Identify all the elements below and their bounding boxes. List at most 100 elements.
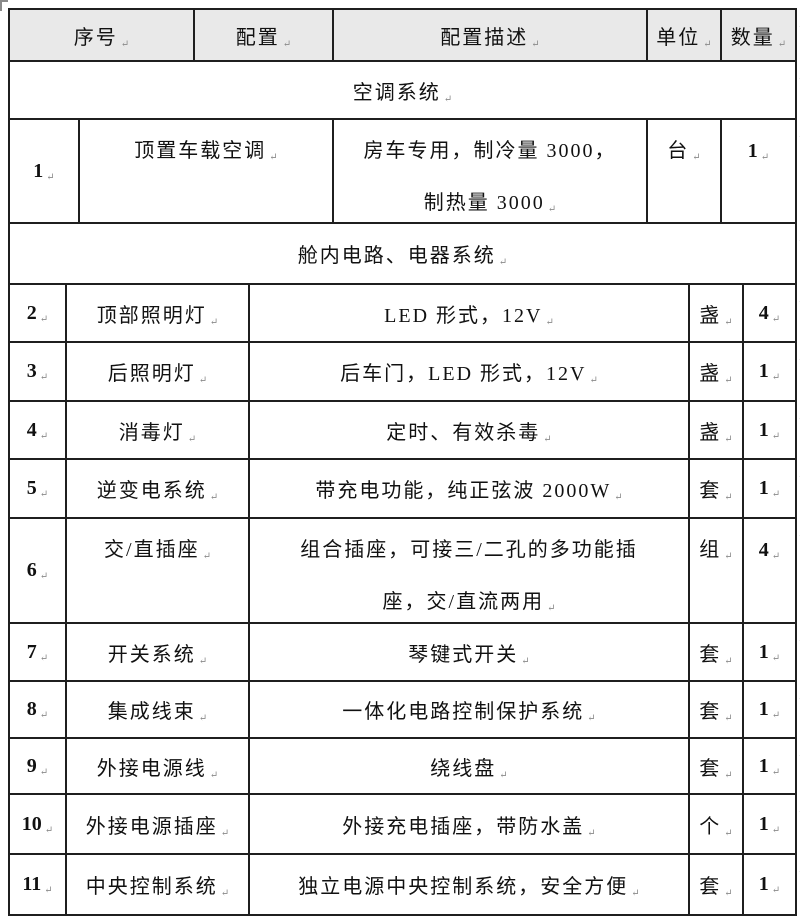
cell-desc: 外接充电插座，带防水盖 <box>250 795 690 853</box>
item-qty: 4 <box>759 302 780 325</box>
cell-desc: 绕线盘 <box>250 739 690 793</box>
item-unit: 盏 <box>699 357 732 386</box>
item-qty: 1 <box>759 873 780 896</box>
cell-unit: 组 <box>690 519 744 622</box>
section-title-cell: 空调系统 <box>10 62 795 118</box>
cell-no: 5 <box>10 460 67 517</box>
table-row: 3 后照明灯 后车门，LED 形式，12V 盏 1 <box>10 343 795 402</box>
cell-unit: 盏 <box>690 343 744 400</box>
cell-unit: 套 <box>690 739 744 793</box>
cell-name: 顶置车载空调 <box>80 120 334 222</box>
item-unit: 套 <box>699 695 732 724</box>
cell-name: 顶部照明灯 <box>67 285 250 341</box>
item-desc: 一体化电路控制保护系统 <box>342 695 595 724</box>
item-unit: 套 <box>699 752 732 781</box>
item-unit: 盏 <box>699 299 732 328</box>
cell-no: 7 <box>10 624 67 680</box>
cell-name: 后照明灯 <box>67 343 250 400</box>
cell-desc: 琴键式开关 <box>250 624 690 680</box>
item-no: 7 <box>27 641 48 664</box>
item-no: 10 <box>22 813 53 836</box>
table-anchor-mark-icon <box>0 0 8 11</box>
cell-desc: 一体化电路控制保护系统 <box>250 682 690 737</box>
item-name: 外接电源线 <box>97 752 218 781</box>
item-desc: 外接充电插座，带防水盖 <box>342 810 595 839</box>
cell-desc: 定时、有效杀毒 <box>250 402 690 458</box>
cell-no: 10 <box>10 795 67 853</box>
table-row: 1 顶置车载空调 房车专用，制冷量 3000， 制热量 3000 台 1 <box>10 120 795 224</box>
cell-no: 6 <box>10 519 67 622</box>
item-no: 3 <box>27 360 48 383</box>
cell-desc: 带充电功能，纯正弦波 2000W <box>250 460 690 517</box>
item-name: 集成线束 <box>108 695 207 724</box>
item-name: 消毒灯 <box>119 416 196 445</box>
item-qty: 1 <box>759 755 780 778</box>
item-no: 5 <box>27 477 48 500</box>
cell-no: 1 <box>10 120 80 222</box>
cell-qty: 1 <box>744 402 795 458</box>
table-row: 10 外接电源插座 外接充电插座，带防水盖 个 1 <box>10 795 795 855</box>
item-qty: 1 <box>759 477 780 500</box>
section-title: 空调系统 <box>353 76 452 105</box>
col-header-config-label: 配置 <box>236 21 291 50</box>
table-row: 8 集成线束 一体化电路控制保护系统 套 1 <box>10 682 795 739</box>
item-name: 中央控制系统 <box>86 870 229 899</box>
col-header-unit: 单位 <box>648 10 722 60</box>
item-name: 顶部照明灯 <box>97 299 218 328</box>
item-unit: 台 <box>667 125 700 181</box>
item-unit: 套 <box>699 474 732 503</box>
item-desc: 定时、有效杀毒 <box>386 416 551 445</box>
cell-no: 11 <box>10 855 67 914</box>
item-qty: 1 <box>759 641 780 664</box>
config-table: 序号 配置 配置描述 单位 数量 空调系统 1 顶置车载空调 房车专用，制冷量 … <box>8 8 797 916</box>
cell-qty: 1 <box>744 682 795 737</box>
item-no: 9 <box>27 755 48 778</box>
item-desc: 琴键式开关 <box>408 638 529 667</box>
cell-no: 4 <box>10 402 67 458</box>
col-header-qty: 数量 <box>722 10 795 60</box>
item-qty: 1 <box>759 419 780 442</box>
cell-unit: 套 <box>690 624 744 680</box>
item-unit: 组 <box>699 524 732 580</box>
cell-unit: 个 <box>690 795 744 853</box>
item-name: 后照明灯 <box>108 357 207 386</box>
cell-unit: 套 <box>690 460 744 517</box>
section-row-electric: 舱内电路、电器系统 <box>10 224 795 285</box>
cell-qty: 1 <box>744 795 795 853</box>
cell-name: 逆变电系统 <box>67 460 250 517</box>
cell-unit: 台 <box>648 120 722 222</box>
cell-no: 2 <box>10 285 67 341</box>
cell-desc: 组合插座，可接三/二孔的多功能插 座，交/直流两用 <box>250 519 690 622</box>
item-qty: 1 <box>759 813 780 836</box>
item-desc: 组合插座，可接三/二孔的多功能插 座，交/直流两用 <box>300 524 638 632</box>
cell-qty: 4 <box>744 285 795 341</box>
cell-no: 8 <box>10 682 67 737</box>
item-unit: 套 <box>699 638 732 667</box>
cell-unit: 盏 <box>690 285 744 341</box>
table-header-row: 序号 配置 配置描述 单位 数量 <box>10 10 795 62</box>
item-no: 2 <box>27 302 48 325</box>
cell-no: 3 <box>10 343 67 400</box>
item-no: 11 <box>22 873 52 896</box>
item-name: 开关系统 <box>108 638 207 667</box>
item-unit: 套 <box>699 870 732 899</box>
col-header-qty-label: 数量 <box>731 21 786 50</box>
cell-no: 9 <box>10 739 67 793</box>
cell-desc: 后车门，LED 形式，12V <box>250 343 690 400</box>
cell-name: 交/直插座 <box>67 519 250 622</box>
item-desc: 独立电源中央控制系统，安全方便 <box>298 870 639 899</box>
cell-qty: 1 <box>722 120 795 222</box>
item-name: 交/直插座 <box>104 524 211 580</box>
cell-desc: 独立电源中央控制系统，安全方便 <box>250 855 690 914</box>
item-qty: 4 <box>759 524 780 580</box>
cell-name: 外接电源插座 <box>67 795 250 853</box>
item-desc: 带充电功能，纯正弦波 2000W <box>315 474 622 503</box>
item-qty: 1 <box>748 125 769 181</box>
table-row: 5 逆变电系统 带充电功能，纯正弦波 2000W 套 1 <box>10 460 795 519</box>
cell-qty: 1 <box>744 460 795 517</box>
cell-unit: 盏 <box>690 402 744 458</box>
cell-qty: 1 <box>744 739 795 793</box>
col-header-unit-label: 单位 <box>656 21 711 50</box>
item-no: 8 <box>27 698 48 721</box>
cell-name: 外接电源线 <box>67 739 250 793</box>
